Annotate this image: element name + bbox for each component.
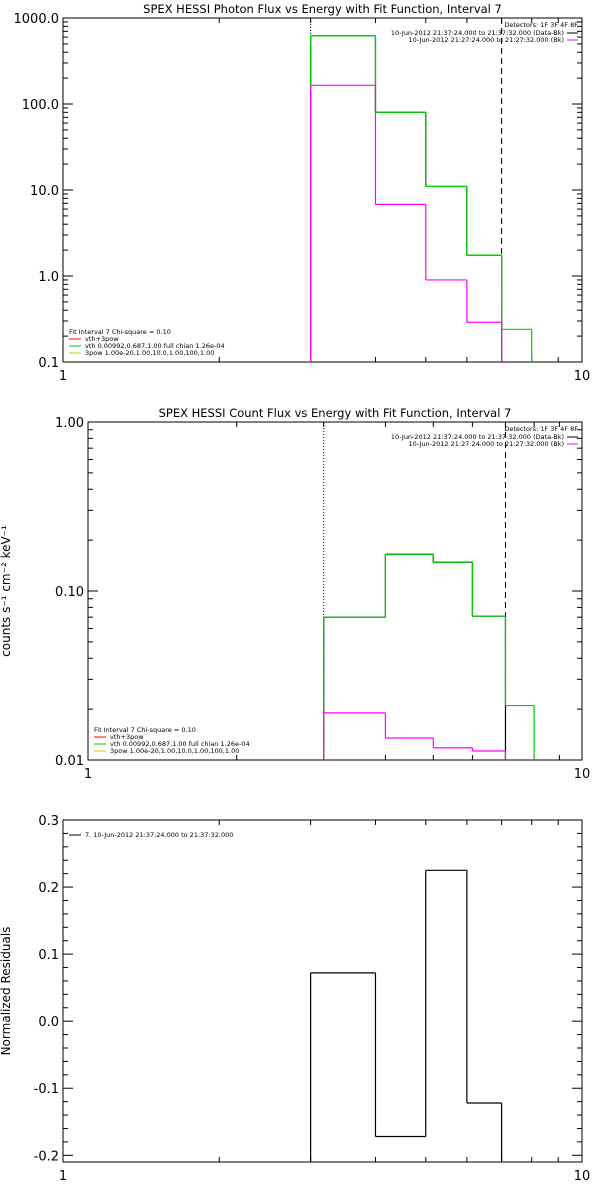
fit-legend-header: Fit Interval 7 Chi-square = 0.10 [94,726,196,734]
legend-entry: vth 0.00992,0.687,1.00 full chian 1.26e-… [85,342,225,350]
y-axis-label: Normalized Residuals [0,927,13,1056]
x-tick-label: 1 [59,1169,67,1184]
x-tick-label: 1 [84,767,92,782]
series-1 [323,553,507,760]
chart-panel-3: Normalized Residuals 1 10 -0.2 -0.1 0.0 0.1 0.2… [0,814,590,1184]
y-tick-label: 1.0 [38,270,59,285]
plot-frame [62,819,583,1163]
legend-entry: 3pow 1.00e-20,1.00,10.0,1.00,100,1.00 [110,747,239,755]
legend-entry: vth 0.00992,0.687,1.00 full chian 1.26e-… [110,740,250,748]
x-tick-label: 10 [574,369,591,384]
legend-entry: 3pow 1.00e-20,1.00,10.0,1.00,100,1.00 [85,349,214,357]
y-tick-label: 0.3 [38,814,59,829]
series-3 [323,712,507,760]
fit-legend-header: Fit Interval 7 Chi-square = 0.10 [69,328,171,336]
legend-entry: 10-Jun-2012 21:37:24.000 to 21:37:32.000… [391,29,564,37]
y-tick-label: 0.1 [38,356,59,371]
y-tick-label: 0.1 [38,948,59,963]
legend-entry: vth+3pow [85,335,119,343]
y-tick-label: 0.10 [55,585,84,600]
x-tick-label: 1 [59,369,67,384]
x-tick-label: 10 [574,1169,591,1184]
legend-entry: 10-Jun-2012 21:27:24.000 to 21:27:32.000… [409,440,564,448]
chart-panel-1: SPEX HESSI Photon Flux vs Energy with Fi… [14,2,591,384]
chart-title: SPEX HESSI Count Flux vs Energy with Fit… [159,406,512,420]
y-tick-label: -0.2 [34,1149,59,1164]
y-tick-label: 0.0 [38,1015,59,1030]
plot-frame [87,421,583,761]
y-tick-label: 0.01 [55,754,84,769]
y-tick-label: 100.0 [22,98,59,113]
x-tick-label: 10 [574,767,591,782]
legend-header: Detectors: 1F 3F 4F 8F [504,425,578,433]
legend-header: Detectors: 1F 3F 4F 8F [504,21,578,29]
chart-title: SPEX HESSI Photon Flux vs Energy with Fi… [143,2,502,16]
chart-panel-2: SPEX HESSI Count Flux vs Energy with Fit… [0,406,590,782]
plot-frame [62,17,583,363]
series-1 [310,869,503,1162]
y-tick-label: -0.1 [34,1082,59,1097]
y-tick-label: 10.0 [30,184,59,199]
y-tick-label: 1000.0 [14,12,60,27]
y-tick-label: 0.2 [38,881,59,896]
series-3 [310,84,503,362]
legend-entry: 10-Jun-2012 21:27:24.000 to 21:27:32.000… [409,36,564,44]
legend-entry: vth+3pow [110,733,144,741]
y-tick-label: 1.00 [55,416,84,431]
legend-entry: 10-Jun-2012 21:37:24.000 to 21:37:32.000… [391,433,564,441]
y-axis-label: counts s⁻¹ cm⁻² keV⁻¹ [0,525,13,657]
series-2 [323,553,535,760]
legend-entry: 7. 10-Jun-2012 21:37:24.000 to 21:37:32.… [85,831,233,839]
